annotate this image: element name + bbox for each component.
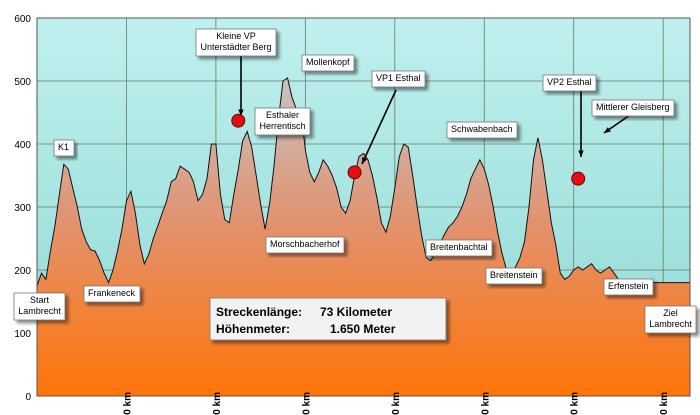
label-k1-line: K1: [58, 142, 69, 152]
label-kleine-vp-line: Unterstädter Berg: [200, 42, 271, 52]
x-tick-label: 50 km: [480, 392, 491, 415]
annotation-arrowhead: [578, 150, 584, 157]
label-mittlerer-gleisberg: Mittlerer Gleisberg: [591, 99, 675, 117]
label-schwabenbach-line: Schwabenbach: [451, 124, 513, 134]
label-k1: K1: [53, 139, 75, 157]
y-tick-label: 0: [25, 392, 31, 403]
annotation-arrows: [238, 54, 631, 165]
label-morschbacherhof-line: Morschbacherhof: [270, 239, 340, 249]
info-ascent-label: Höhenmeter:: [216, 322, 290, 336]
refreshment-point-marker: [347, 165, 362, 180]
label-morschbacherhof: Morschbacherhof: [265, 236, 345, 254]
label-vp1-line: VP1 Esthal: [376, 73, 421, 83]
elevation-line: [36, 77, 690, 286]
y-tick-label: 400: [14, 140, 31, 151]
label-mollenkopf: Mollenkopf: [301, 54, 355, 72]
info-length-value: 73 Kilometer: [320, 305, 392, 319]
label-breitenbachtal: Breitenbachtal: [425, 239, 493, 257]
label-vp2: VP2 Esthal: [542, 74, 597, 92]
y-tick-label: 200: [14, 266, 31, 277]
label-start-line: Lambrecht: [18, 306, 61, 316]
label-ziel-line: Ziel: [663, 308, 678, 318]
x-tick-label: 20 km: [212, 392, 223, 415]
label-vp2-line: VP2 Esthal: [547, 77, 592, 87]
label-esthaler-herrentisch-line: Esthaler: [266, 110, 299, 120]
annotation-arrow: [361, 89, 397, 165]
label-start-line: Start: [30, 295, 50, 305]
label-frankeneck: Frankeneck: [83, 285, 141, 303]
label-breitenstein-line: Breitenstein: [490, 270, 538, 280]
annotation-arrowhead: [362, 157, 368, 164]
label-ziel-line: Lambrecht: [649, 319, 692, 329]
info-box: Streckenlänge: 73 Kilometer Höhenmeter: …: [209, 297, 447, 341]
label-frankeneck-line: Frankeneck: [88, 288, 136, 298]
label-esthaler-herrentisch-line: Herrentisch: [259, 121, 305, 131]
annotation-arrowhead: [238, 109, 244, 116]
x-tick-label: 70 km: [659, 392, 670, 415]
info-ascent-value: 1.650 Meter: [330, 322, 396, 336]
refreshment-point-marker: [571, 171, 586, 186]
y-axis: 0 100 200 300 400 500 600: [14, 14, 31, 403]
annotation-arrowhead: [604, 127, 611, 133]
label-mollenkopf-line: Mollenkopf: [306, 57, 350, 67]
y-tick-label: 300: [14, 203, 31, 214]
label-erfenstein-line: Erfenstein: [608, 281, 649, 291]
label-kleine-vp-line: Kleine VP: [216, 31, 256, 41]
y-tick-label: 500: [14, 77, 31, 88]
x-tick-label: 40 km: [391, 392, 402, 415]
label-vp1: VP1 Esthal: [371, 70, 426, 88]
x-tick-label: 10 km: [122, 392, 133, 415]
x-axis: 10 km 20 km 30 km 40 km 50 km 60 km 70 km: [122, 392, 670, 415]
plot-frame: [36, 17, 691, 397]
label-erfenstein: Erfenstein: [603, 278, 654, 296]
x-tick-label: 30 km: [301, 392, 312, 415]
info-length-label: Streckenlänge:: [216, 305, 302, 319]
y-tick-label: 600: [14, 14, 31, 25]
refreshment-point-markers: [231, 113, 586, 186]
label-mittlerer-gleisberg-line: Mittlerer Gleisberg: [596, 102, 670, 112]
label-schwabenbach: Schwabenbach: [446, 121, 518, 139]
label-breitenstein: Breitenstein: [485, 267, 543, 285]
label-breitenbachtal-line: Breitenbachtal: [430, 242, 488, 252]
refreshment-point-marker: [231, 113, 246, 128]
y-tick-label: 100: [14, 329, 31, 340]
elevation-area: [37, 77, 690, 397]
x-tick-label: 60 km: [570, 392, 581, 415]
